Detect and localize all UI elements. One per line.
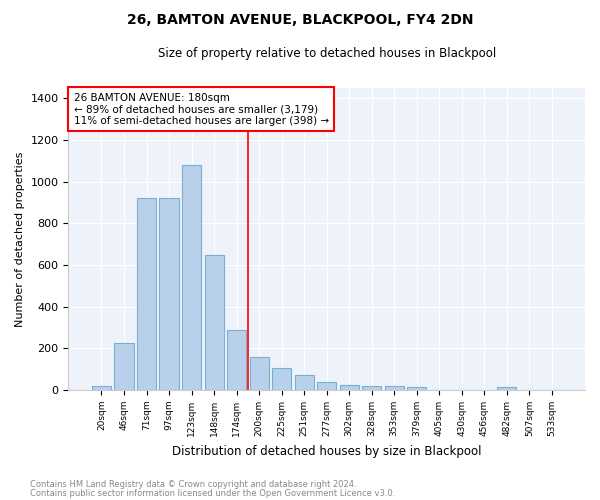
Bar	[317, 382, 336, 390]
Bar	[497, 387, 517, 390]
Text: 26, BAMTON AVENUE, BLACKPOOL, FY4 2DN: 26, BAMTON AVENUE, BLACKPOOL, FY4 2DN	[127, 12, 473, 26]
Bar	[227, 330, 246, 390]
Bar	[160, 198, 179, 390]
Title: Size of property relative to detached houses in Blackpool: Size of property relative to detached ho…	[158, 48, 496, 60]
X-axis label: Distribution of detached houses by size in Blackpool: Distribution of detached houses by size …	[172, 444, 481, 458]
Bar	[385, 386, 404, 390]
Bar	[205, 254, 224, 390]
Bar	[137, 198, 156, 390]
Text: Contains HM Land Registry data © Crown copyright and database right 2024.: Contains HM Land Registry data © Crown c…	[30, 480, 356, 489]
Bar	[92, 386, 111, 390]
Y-axis label: Number of detached properties: Number of detached properties	[15, 152, 25, 327]
Bar	[407, 387, 427, 390]
Text: Contains public sector information licensed under the Open Government Licence v3: Contains public sector information licen…	[30, 488, 395, 498]
Bar	[272, 368, 291, 390]
Text: 26 BAMTON AVENUE: 180sqm
← 89% of detached houses are smaller (3,179)
11% of sem: 26 BAMTON AVENUE: 180sqm ← 89% of detach…	[74, 92, 329, 126]
Bar	[295, 376, 314, 390]
Bar	[250, 356, 269, 390]
Bar	[340, 385, 359, 390]
Bar	[362, 386, 382, 390]
Bar	[182, 165, 201, 390]
Bar	[115, 343, 134, 390]
